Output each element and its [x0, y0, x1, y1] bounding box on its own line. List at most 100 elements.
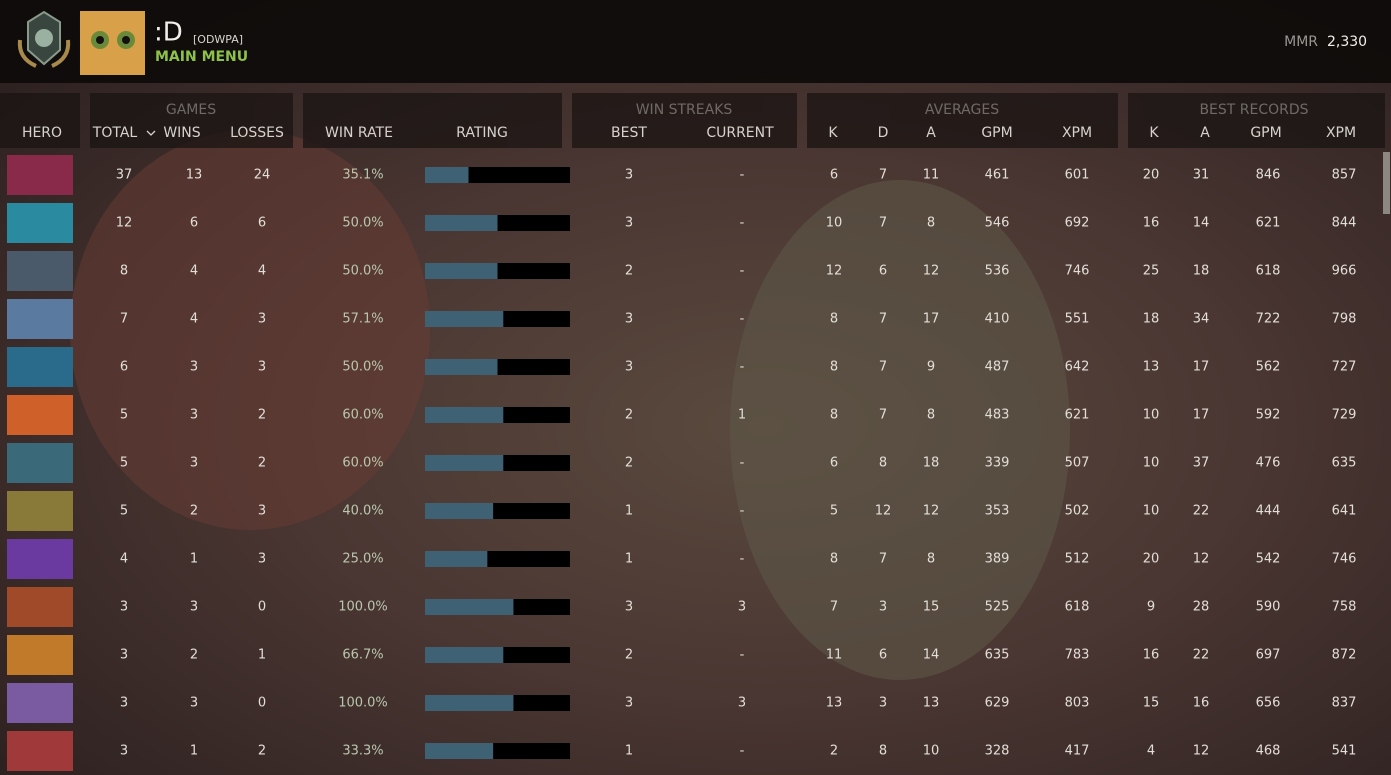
cell: 12 — [1193, 744, 1210, 759]
cell: 10 — [1143, 408, 1160, 423]
rating-bar — [425, 743, 494, 759]
cell: 1 — [625, 552, 633, 567]
column-header[interactable]: TOTAL — [92, 125, 138, 141]
rating-bar — [425, 647, 504, 663]
column-header[interactable]: WINS — [163, 125, 200, 141]
hero-icon[interactable] — [7, 491, 73, 531]
cell: 0 — [258, 600, 266, 615]
group-header: GAMES — [166, 102, 216, 118]
cell: 635 — [985, 648, 1010, 663]
cell: 3 — [258, 552, 266, 567]
cell: 1 — [190, 552, 198, 567]
cell: 4 — [190, 312, 198, 327]
hero-icon[interactable] — [7, 395, 73, 435]
cell: 2 — [258, 408, 266, 423]
sort-arrow[interactable] — [146, 130, 156, 136]
cell: 2 — [625, 648, 633, 663]
hero-icon[interactable] — [7, 683, 73, 723]
column-header[interactable]: BEST — [611, 125, 647, 141]
hero-icon[interactable] — [7, 443, 73, 483]
hero-icon[interactable] — [7, 635, 73, 675]
group-header: AVERAGES — [925, 102, 999, 118]
win-rate: 25.0% — [342, 552, 383, 567]
cell: 601 — [1065, 168, 1090, 183]
hero-icon[interactable] — [7, 731, 73, 771]
cell: 3 — [625, 168, 633, 183]
column-header[interactable]: XPM — [1062, 125, 1092, 141]
cell: 4 — [190, 264, 198, 279]
column-header[interactable]: A — [926, 125, 936, 141]
cell: 621 — [1065, 408, 1090, 423]
cell: 13 — [1143, 360, 1160, 375]
cell: 3 — [625, 696, 633, 711]
cell: 353 — [985, 504, 1010, 519]
hero-icon[interactable] — [7, 347, 73, 387]
cell: 656 — [1256, 696, 1281, 711]
cell: 6 — [258, 216, 266, 231]
cell: 34 — [1193, 312, 1210, 327]
cell: 5 — [830, 504, 838, 519]
cell: 20 — [1143, 168, 1160, 183]
column-header[interactable]: GPM — [1250, 125, 1281, 141]
cell: 339 — [985, 456, 1010, 471]
mmr-label: MMR — [1284, 34, 1318, 50]
cell: 642 — [1065, 360, 1090, 375]
cell: 502 — [1065, 504, 1090, 519]
scrollbar-thumb[interactable] — [1383, 152, 1390, 214]
cell: 9 — [1147, 600, 1155, 615]
column-header[interactable]: LOSSES — [230, 125, 284, 141]
column-header[interactable]: XPM — [1326, 125, 1356, 141]
hero-icon[interactable] — [7, 299, 73, 339]
hero-icon[interactable] — [7, 203, 73, 243]
cell: 7 — [879, 216, 887, 231]
column-header[interactable]: GPM — [981, 125, 1012, 141]
hero-icon[interactable] — [7, 539, 73, 579]
cell: 6 — [879, 264, 887, 279]
cell: 7 — [879, 312, 887, 327]
column-header[interactable]: RATING — [456, 125, 508, 141]
cell: - — [740, 216, 745, 231]
column-header[interactable]: D — [878, 125, 889, 141]
cell: 12 — [826, 264, 843, 279]
cell: 2 — [190, 648, 198, 663]
column-header[interactable]: CURRENT — [706, 125, 774, 141]
avatar[interactable] — [80, 11, 145, 75]
cell: 3 — [258, 504, 266, 519]
cell: 507 — [1065, 456, 1090, 471]
hero-icon[interactable] — [7, 155, 73, 195]
column-header[interactable]: A — [1200, 125, 1210, 141]
cell: 3 — [190, 696, 198, 711]
cell: 3 — [120, 744, 128, 759]
cell: 22 — [1193, 504, 1210, 519]
cell: 3 — [190, 360, 198, 375]
win-rate: 33.3% — [342, 744, 383, 759]
cell: 746 — [1065, 264, 1090, 279]
cell: 10 — [826, 216, 843, 231]
cell: 592 — [1256, 408, 1281, 423]
column-header[interactable]: WIN RATE — [325, 125, 393, 141]
cell: 18 — [1193, 264, 1210, 279]
cell: 22 — [1193, 648, 1210, 663]
cell: 8 — [879, 456, 887, 471]
cell: 837 — [1332, 696, 1357, 711]
cell: 18 — [923, 456, 940, 471]
hero-icon[interactable] — [7, 587, 73, 627]
cell: 1 — [738, 408, 746, 423]
cell: 10 — [923, 744, 940, 759]
cell: 727 — [1332, 360, 1357, 375]
rank-badge — [17, 10, 71, 68]
cell: 1 — [190, 744, 198, 759]
cell: 328 — [985, 744, 1010, 759]
main-menu-link[interactable]: MAIN MENU — [155, 49, 248, 65]
win-rate: 50.0% — [342, 216, 383, 231]
column-header[interactable]: HERO — [22, 125, 62, 141]
column-header[interactable]: K — [828, 125, 838, 141]
cell: 10 — [1143, 456, 1160, 471]
cell: 7 — [120, 312, 128, 327]
cell: - — [740, 312, 745, 327]
cell: 1 — [625, 744, 633, 759]
cell: 4 — [1147, 744, 1155, 759]
hero-icon[interactable] — [7, 251, 73, 291]
column-header[interactable]: K — [1149, 125, 1159, 141]
